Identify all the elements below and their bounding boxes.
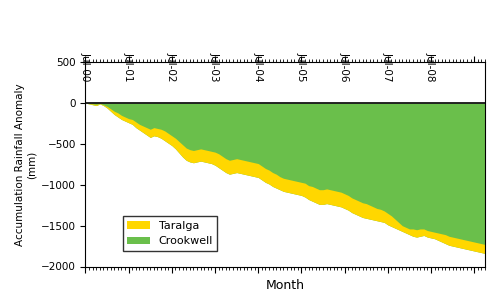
X-axis label: Month: Month (266, 279, 304, 292)
Legend: Taralga, Crookwell: Taralga, Crookwell (123, 216, 218, 251)
Y-axis label: Accumulation Rainfall Anomaly
(mm): Accumulation Rainfall Anomaly (mm) (15, 83, 36, 246)
